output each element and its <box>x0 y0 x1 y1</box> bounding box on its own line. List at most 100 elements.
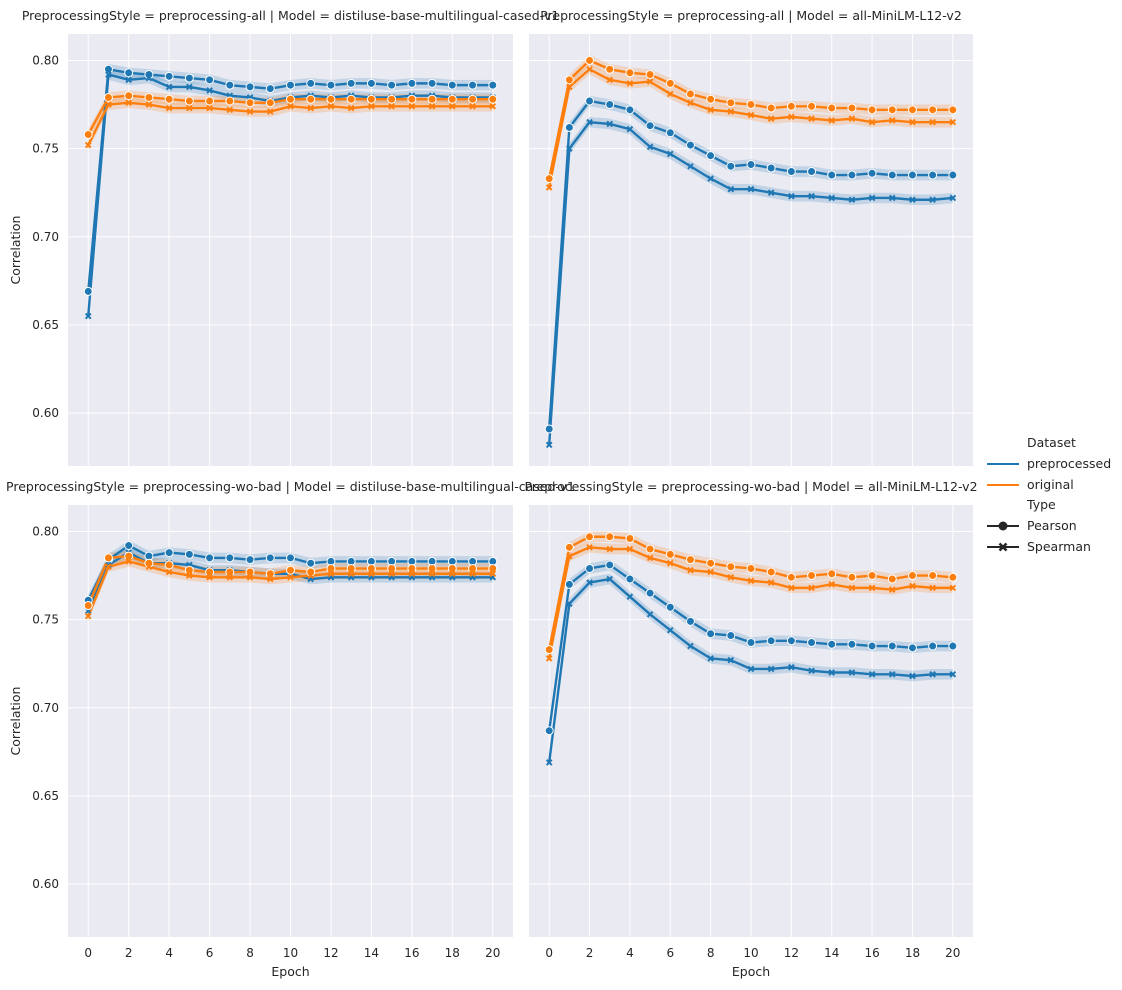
data-point-preprocessed-pearson <box>286 553 295 563</box>
data-point-preprocessed-spearman <box>105 561 112 569</box>
data-point-original-spearman <box>165 568 173 576</box>
data-point-original-pearson <box>665 78 675 88</box>
data-point-original-pearson <box>387 563 397 573</box>
data-point-original-spearman <box>707 106 714 114</box>
data-point-original-pearson <box>103 92 113 102</box>
data-point-original-spearman <box>707 568 714 576</box>
x-tick-label: 4 <box>165 946 173 960</box>
data-point-original-spearman <box>186 572 193 579</box>
data-point-preprocessed-pearson <box>265 553 275 563</box>
data-point-preprocessed-spearman <box>566 145 573 152</box>
data-point-original-pearson <box>83 601 93 611</box>
data-point-preprocessed-pearson <box>387 80 397 90</box>
data-point-preprocessed-spearman <box>186 83 193 91</box>
data-point-original-pearson <box>827 103 837 113</box>
data-point-original-pearson <box>544 645 554 655</box>
data-point-original-pearson <box>605 64 615 74</box>
data-point-preprocessed-pearson <box>706 629 716 639</box>
data-point-original-pearson <box>225 96 235 106</box>
data-point-preprocessed-spearman <box>888 670 896 678</box>
data-point-preprocessed-spearman <box>666 626 674 634</box>
data-point-original-spearman <box>206 104 213 112</box>
data-point-preprocessed-spearman <box>84 312 92 320</box>
data-point-original-spearman <box>428 102 436 110</box>
data-point-original-spearman <box>909 582 916 590</box>
data-point-original-spearman <box>566 83 573 91</box>
data-point-original-pearson <box>205 567 215 577</box>
data-point-preprocessed-spearman <box>666 150 674 158</box>
data-point-original-spearman <box>666 90 674 98</box>
facet-title: PreprocessingStyle = preprocessing-all |… <box>540 8 962 23</box>
data-point-original-spearman <box>266 108 274 115</box>
data-point-original-spearman <box>868 118 876 126</box>
data-point-original-spearman <box>105 563 112 571</box>
data-point-preprocessed-pearson <box>544 726 554 736</box>
data-point-original-pearson <box>887 105 897 115</box>
legend-entry-preprocessed: preprocessed <box>1027 456 1111 471</box>
data-point-preprocessed-spearman <box>788 192 795 200</box>
data-point-preprocessed-pearson <box>928 641 938 651</box>
facet-title: PreprocessingStyle = preprocessing-wo-ba… <box>6 479 575 494</box>
data-point-original-pearson <box>726 98 736 108</box>
y-tick-label: 0.70 <box>32 701 59 715</box>
data-point-preprocessed-pearson <box>585 96 595 106</box>
data-point-original-pearson <box>245 98 255 108</box>
x-axis-label: Epoch <box>732 964 770 979</box>
data-point-original-spearman <box>687 566 694 574</box>
data-point-original-spearman <box>125 99 132 107</box>
data-point-preprocessed-spearman <box>566 600 573 608</box>
data-point-preprocessed-pearson <box>205 553 215 563</box>
data-point-original-pearson <box>746 563 756 573</box>
data-point-original-pearson <box>928 571 938 581</box>
data-point-preprocessed-pearson <box>706 151 716 161</box>
data-point-preprocessed-pearson <box>366 78 376 88</box>
data-point-original-spearman <box>929 118 936 126</box>
data-point-preprocessed-spearman <box>586 118 593 126</box>
x-tick-label: 16 <box>404 946 419 960</box>
data-point-original-pearson <box>124 551 134 561</box>
data-point-original-pearson <box>907 105 917 115</box>
data-point-preprocessed-pearson <box>245 555 255 565</box>
data-point-original-pearson <box>346 563 356 573</box>
data-point-preprocessed-spearman <box>707 655 714 662</box>
y-tick-label: 0.80 <box>32 53 59 67</box>
data-point-original-pearson <box>265 98 275 108</box>
data-point-original-pearson <box>645 70 655 80</box>
data-point-preprocessed-spearman <box>747 185 755 193</box>
data-point-original-pearson <box>366 94 376 104</box>
data-point-preprocessed-pearson <box>847 639 857 649</box>
x-tick-label: 20 <box>485 946 500 960</box>
data-point-original-spearman <box>84 612 92 620</box>
data-point-preprocessed-pearson <box>407 78 417 88</box>
data-point-preprocessed-spearman <box>788 663 795 671</box>
data-point-preprocessed-spearman <box>727 185 735 193</box>
data-point-original-spearman <box>206 573 213 581</box>
data-point-preprocessed-pearson <box>726 630 736 640</box>
x-tick-label: 18 <box>905 946 920 960</box>
data-point-preprocessed-pearson <box>726 161 736 171</box>
y-tick-label: 0.60 <box>32 877 59 891</box>
data-point-preprocessed-pearson <box>564 579 574 589</box>
data-point-original-spearman <box>767 579 775 586</box>
data-point-original-pearson <box>605 532 615 542</box>
data-point-preprocessed-spearman <box>929 196 936 204</box>
data-point-original-spearman <box>246 108 254 115</box>
data-point-preprocessed-pearson <box>786 167 796 177</box>
x-tick-label: 0 <box>545 946 553 960</box>
data-point-preprocessed-spearman <box>949 194 957 202</box>
data-point-preprocessed-spearman <box>586 579 593 586</box>
legend-marker-x <box>998 542 1008 552</box>
data-point-original-pearson <box>83 130 93 140</box>
data-point-original-spearman <box>449 102 456 110</box>
legend-marker-circle <box>998 521 1008 531</box>
data-point-original-spearman <box>586 65 593 73</box>
data-point-original-pearson <box>807 101 817 111</box>
data-point-original-pearson <box>766 567 776 577</box>
data-point-preprocessed-pearson <box>286 80 295 90</box>
data-point-original-spearman <box>226 573 234 581</box>
data-point-original-spearman <box>727 573 735 581</box>
y-tick-label: 0.75 <box>32 142 59 156</box>
y-tick-label: 0.60 <box>32 406 59 420</box>
data-point-original-spearman <box>327 102 335 110</box>
